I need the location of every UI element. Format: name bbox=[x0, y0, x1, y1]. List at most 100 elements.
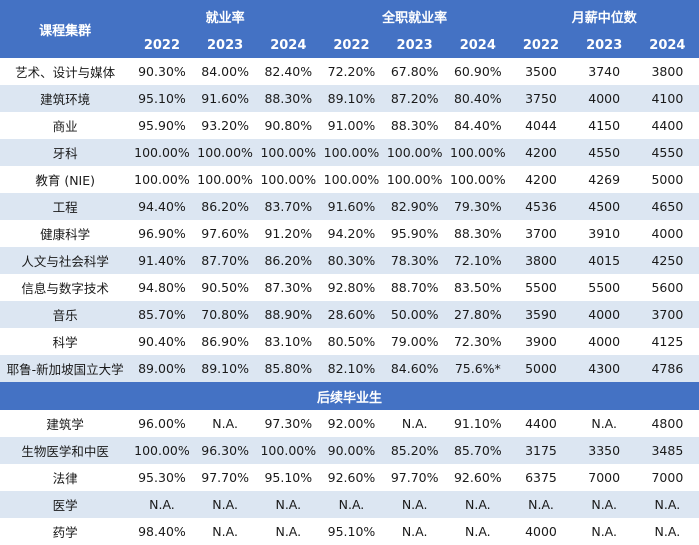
table-cell: 28.60% bbox=[319, 301, 384, 328]
table-row: 信息与数字技术 94.80% 90.50% 87.30% 92.80% 88.70% 83.… bbox=[0, 274, 699, 301]
header-year: 2023 bbox=[383, 32, 447, 58]
table-cell: 84.00% bbox=[193, 58, 257, 85]
table-cell: 85.80% bbox=[256, 355, 320, 382]
row-label: 健康科学 bbox=[0, 220, 131, 247]
table-cell: 3350 bbox=[572, 437, 636, 464]
table-header: 课程集群 就业率 全职就业率 月薪中位数 2022 2023 2024 2022… bbox=[0, 0, 699, 58]
table-cell: 4000 bbox=[509, 518, 573, 545]
table-cell: 3910 bbox=[572, 220, 636, 247]
table-cell: 4000 bbox=[572, 301, 636, 328]
table-cell: 95.10% bbox=[130, 85, 194, 112]
row-label: 教育 (NIE) bbox=[0, 166, 131, 193]
table-cell: 4400 bbox=[635, 112, 699, 139]
table-cell: 4000 bbox=[572, 85, 636, 112]
header-year: 2024 bbox=[446, 32, 510, 58]
table-cell: 89.10% bbox=[319, 85, 384, 112]
table-cell: 91.60% bbox=[319, 193, 384, 220]
table-cell: 27.80% bbox=[446, 301, 510, 328]
table-cell: 83.10% bbox=[256, 328, 320, 355]
table-cell: 72.20% bbox=[319, 58, 384, 85]
header-course-cluster: 课程集群 bbox=[0, 0, 131, 58]
table-cell: 84.40% bbox=[446, 112, 510, 139]
table-cell: 4000 bbox=[635, 220, 699, 247]
table-cell: N.A. bbox=[383, 491, 447, 518]
table-cell: 92.60% bbox=[446, 464, 510, 491]
table-cell: 60.90% bbox=[446, 58, 510, 85]
table-cell: 100.00% bbox=[446, 139, 510, 166]
table-cell: 3900 bbox=[509, 328, 573, 355]
table-cell: 96.90% bbox=[130, 220, 194, 247]
row-label: 法律 bbox=[0, 464, 131, 491]
table-cell: 4650 bbox=[635, 193, 699, 220]
table-row: 药学 98.40% N.A. N.A. 95.10% N.A. N.A. 4000 N.A. N.… bbox=[0, 518, 699, 545]
table-row: 教育 (NIE) 100.00% 100.00% 100.00% 100.00% 100.… bbox=[0, 166, 699, 193]
table-cell: 3700 bbox=[635, 301, 699, 328]
table-cell: 82.40% bbox=[256, 58, 320, 85]
table-cell: 94.80% bbox=[130, 274, 194, 301]
section-header-row: 后续毕业生 bbox=[0, 382, 699, 410]
table-cell: 83.50% bbox=[446, 274, 510, 301]
table-cell: 90.50% bbox=[193, 274, 257, 301]
table-cell: 3740 bbox=[572, 58, 636, 85]
table-cell: N.A. bbox=[193, 410, 257, 437]
row-label: 商业 bbox=[0, 112, 131, 139]
table-cell: 88.30% bbox=[256, 85, 320, 112]
table-cell: 87.70% bbox=[193, 247, 257, 274]
table-cell: 88.30% bbox=[446, 220, 510, 247]
table-cell: 86.20% bbox=[193, 193, 257, 220]
table-cell: 83.70% bbox=[256, 193, 320, 220]
table-row: 医学 N.A. N.A. N.A. N.A. N.A. N.A. N.A. N.A. N.A. bbox=[0, 491, 699, 518]
table-cell: 4200 bbox=[509, 166, 573, 193]
table-cell: N.A. bbox=[193, 491, 257, 518]
row-label: 药学 bbox=[0, 518, 131, 545]
table-cell: N.A. bbox=[572, 518, 636, 545]
table-cell: 97.60% bbox=[193, 220, 257, 247]
table-cell: N.A. bbox=[446, 491, 510, 518]
table-cell: 90.80% bbox=[256, 112, 320, 139]
table-cell: 72.10% bbox=[446, 247, 510, 274]
table-row: 工程 94.40% 86.20% 83.70% 91.60% 82.90% 79.30% 45… bbox=[0, 193, 699, 220]
table-cell: 72.30% bbox=[446, 328, 510, 355]
table-cell: 3800 bbox=[509, 247, 573, 274]
table-cell: 4015 bbox=[572, 247, 636, 274]
table-cell: 100.00% bbox=[193, 139, 257, 166]
table-cell: 80.30% bbox=[319, 247, 384, 274]
table-cell: 85.70% bbox=[446, 437, 510, 464]
table-cell: 82.90% bbox=[383, 193, 447, 220]
table-cell: 100.00% bbox=[130, 437, 194, 464]
table-cell: 3175 bbox=[509, 437, 573, 464]
table-cell: 92.00% bbox=[319, 410, 384, 437]
table-row: 音乐 85.70% 70.80% 88.90% 28.60% 50.00% 27.80% 35… bbox=[0, 301, 699, 328]
table-cell: 4100 bbox=[635, 85, 699, 112]
table-cell: 3485 bbox=[635, 437, 699, 464]
table-cell: 4550 bbox=[635, 139, 699, 166]
table-cell: 7000 bbox=[572, 464, 636, 491]
table-cell: 94.20% bbox=[319, 220, 384, 247]
table-cell: 100.00% bbox=[130, 139, 194, 166]
header-year: 2024 bbox=[256, 32, 320, 58]
table-cell: 96.30% bbox=[193, 437, 257, 464]
table-cell: 91.40% bbox=[130, 247, 194, 274]
table-cell: 82.10% bbox=[319, 355, 384, 382]
table-cell: 100.00% bbox=[256, 437, 320, 464]
row-label: 医学 bbox=[0, 491, 131, 518]
table-cell: 95.10% bbox=[319, 518, 384, 545]
table-cell: 50.00% bbox=[383, 301, 447, 328]
table-row: 建筑环境 95.10% 91.60% 88.30% 89.10% 87.20% 80.40%… bbox=[0, 85, 699, 112]
table-cell: 100.00% bbox=[256, 166, 320, 193]
table-cell: 3800 bbox=[635, 58, 699, 85]
table-cell: 100.00% bbox=[446, 166, 510, 193]
header-median-salary: 月薪中位数 bbox=[509, 0, 699, 32]
table-cell: 86.90% bbox=[193, 328, 257, 355]
table-cell: 3500 bbox=[509, 58, 573, 85]
header-year: 2022 bbox=[130, 32, 194, 58]
table-cell: 70.80% bbox=[193, 301, 257, 328]
table-cell: 75.6%* bbox=[446, 355, 510, 382]
table-cell: 91.20% bbox=[256, 220, 320, 247]
table-cell: 4150 bbox=[572, 112, 636, 139]
table-cell: N.A. bbox=[383, 410, 447, 437]
table-cell: N.A. bbox=[256, 491, 320, 518]
table-row: 人文与社会科学 91.40% 87.70% 86.20% 80.30% 78.30% 72.… bbox=[0, 247, 699, 274]
table-cell: 3700 bbox=[509, 220, 573, 247]
